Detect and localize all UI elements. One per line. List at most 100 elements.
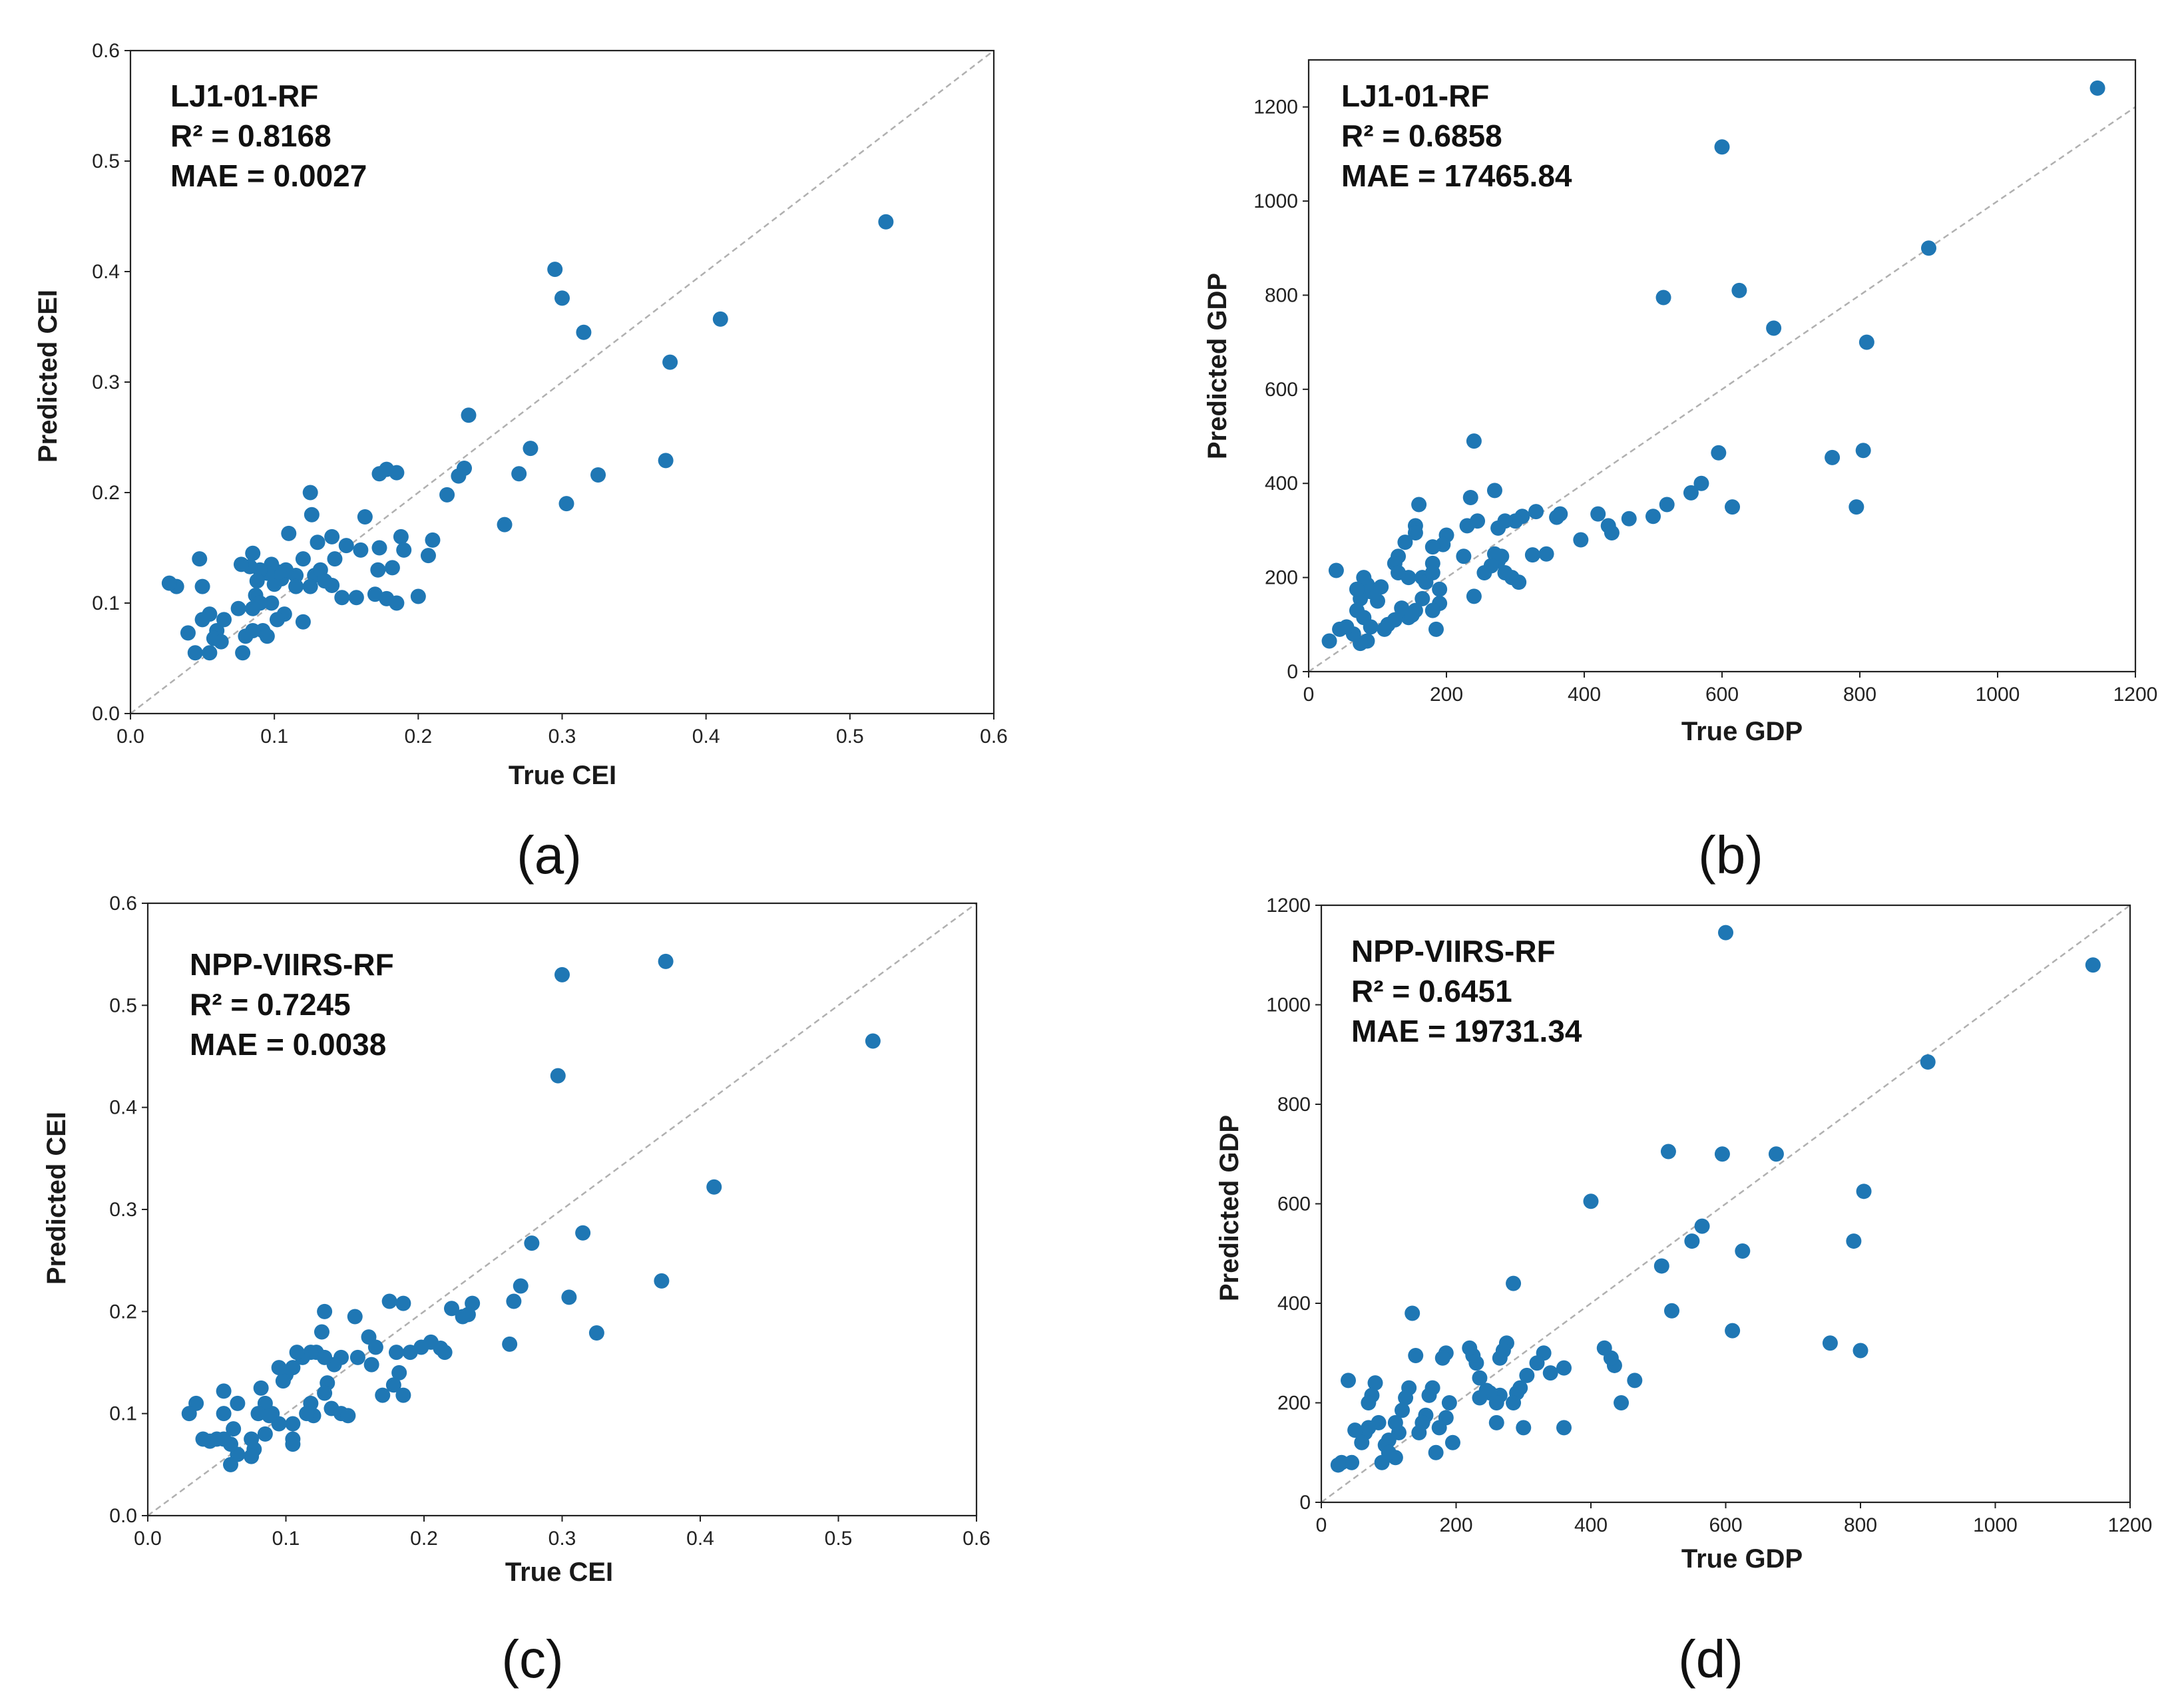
panel-c-point-4 <box>706 1179 722 1195</box>
panel-c-point-46 <box>271 1360 287 1376</box>
panel-b-point-39 <box>1462 489 1478 505</box>
panel-d-point-55 <box>1411 1424 1427 1440</box>
panel-b-point-27 <box>1490 520 1506 536</box>
panel-a-point-67 <box>245 545 261 561</box>
panel-d-point-9 <box>1684 1233 1700 1249</box>
panel-b-x-tick-label-2: 400 <box>1568 684 1601 706</box>
panel-c-point-80 <box>262 1408 278 1424</box>
panel-b-plot: 0 200 400 600 800 1000 1200 0 200 400 600 800 1000 12… <box>1253 59 2157 706</box>
panel-d-reference-line <box>1321 904 2131 1504</box>
panel-b-y-axis-label: Predicted GDP <box>1203 273 1232 459</box>
panel-a-y-tick-label-5: 0.5 <box>92 150 120 172</box>
panel-d-point-52 <box>1421 1387 1437 1403</box>
panel-a-point-5 <box>662 354 678 370</box>
panel-d-point-67 <box>1367 1375 1383 1391</box>
panel-c-y-tick-label-5: 0.5 <box>109 994 137 1016</box>
panel-c-y-tick-label-4: 0.4 <box>109 1097 137 1119</box>
panel-a-point-6 <box>658 453 674 469</box>
panel-a-point-39 <box>295 551 311 567</box>
panel-a-point-14 <box>497 517 513 533</box>
panel-c: 0.0 0.1 0.2 0.3 0.4 0.5 0.6 0.0 0.1 0.2 0.3 0.4 0.5 0… <box>42 893 990 1689</box>
panel-c-point-77 <box>195 1431 211 1447</box>
panel-b-y-tick-label-2: 400 <box>1265 473 1298 495</box>
panel-a-point-37 <box>304 507 320 523</box>
panel-a-point-1 <box>547 262 563 278</box>
panel-c-point-51 <box>340 1408 356 1424</box>
panel-d-y-axis-label: Predicted GDP <box>1215 1115 1244 1301</box>
panel-a-point-10 <box>451 468 467 484</box>
panel-d-point-10 <box>1846 1233 1862 1249</box>
panel-d-point-15 <box>1725 1323 1741 1339</box>
panel-d-point-11 <box>1735 1243 1751 1259</box>
panel-d-y-tick-label-1: 200 <box>1277 1392 1311 1414</box>
panel-d-point-38 <box>1488 1414 1504 1430</box>
panel-c-point-21 <box>402 1345 418 1361</box>
panel-a-point-20 <box>371 466 387 482</box>
panel-a-x-tick-label-1: 0.1 <box>260 726 288 747</box>
panel-a-y-tick-label-6: 0.6 <box>92 40 120 62</box>
panel-b-point-9 <box>1825 449 1841 465</box>
panel-b-point-12 <box>1693 475 1709 491</box>
panel-a-point-71 <box>317 573 333 589</box>
panel-d-point-35 <box>1492 1350 1508 1366</box>
panel-c-point-71 <box>226 1421 242 1437</box>
panel-d-point-72 <box>1354 1434 1370 1450</box>
panel-a-point-17 <box>420 548 436 564</box>
panel-d-y-tick-label-2: 400 <box>1277 1293 1311 1315</box>
panel-c-x-tick-label-2: 0.2 <box>410 1528 438 1550</box>
panel-d-x-tick-label-4: 800 <box>1844 1514 1877 1536</box>
panel-a-point-46 <box>295 614 311 630</box>
panel-b-point-29 <box>1524 547 1540 563</box>
panel-b-points <box>1321 80 2105 652</box>
panel-b-point-1 <box>1714 139 1730 155</box>
panel-c-point-38 <box>314 1324 329 1340</box>
panel-d-point-17 <box>1853 1343 1868 1359</box>
panel-b-point-83 <box>1321 633 1337 649</box>
panel-a-x-axis-label: True CEI <box>509 761 616 790</box>
panel-d-point-60 <box>1395 1402 1410 1418</box>
panel-a-x-tick-label-3: 0.3 <box>548 726 576 747</box>
panel-a-point-21 <box>389 465 405 481</box>
panel-a-point-25 <box>384 560 400 576</box>
panel-d-point-27 <box>1529 1355 1545 1371</box>
panel-a-point-34 <box>324 529 340 544</box>
panel-c-point-9 <box>561 1289 577 1305</box>
panel-c-point-42 <box>289 1345 305 1361</box>
panel-a-point-23 <box>393 529 409 544</box>
panel-b-point-47 <box>1424 539 1440 555</box>
panel-a-x-tick-label-0: 0.0 <box>116 726 144 747</box>
panel-c-point-31 <box>367 1339 383 1355</box>
panel-b-y-tick-label-0: 0 <box>1287 661 1298 683</box>
panel-b-x-tick-label-1: 200 <box>1430 684 1463 706</box>
panel-a-point-80 <box>187 645 203 661</box>
panel-a-point-32 <box>338 538 354 554</box>
panel-d-point-2 <box>1920 1054 1936 1070</box>
panel-c-point-7 <box>588 1325 604 1341</box>
panel-d-r2: R² = 0.6451 <box>1351 974 1512 1008</box>
panel-d-x-tick-label-2: 400 <box>1574 1514 1608 1536</box>
panel-a-point-12 <box>590 467 606 483</box>
panel-b-y-tick-label-5: 1000 <box>1253 190 1298 212</box>
panel-d-point-50 <box>1431 1420 1447 1436</box>
panel-d-point-56 <box>1408 1347 1424 1363</box>
panel-d-point-24 <box>1556 1360 1572 1376</box>
panel-b-reference-line <box>1308 106 2136 673</box>
panel-a-point-73 <box>216 612 232 628</box>
panel-d-point-32 <box>1506 1395 1522 1410</box>
panel-b-point-42 <box>1486 483 1502 499</box>
panel-c-x-tick-label-0: 0.0 <box>134 1528 162 1550</box>
panel-c-x-tick-label-4: 0.4 <box>686 1528 714 1550</box>
panel-d-mae: MAE = 19731.34 <box>1351 1014 1582 1048</box>
panel-b-point-82 <box>1328 562 1344 578</box>
panel-a-point-36 <box>302 485 318 501</box>
panel-b-point-73 <box>1349 581 1365 597</box>
panel-b-x-tick-label-5: 1000 <box>1976 684 2020 706</box>
panel-c-point-45 <box>275 1373 291 1389</box>
panel-d-y-tick-label-4: 800 <box>1277 1094 1311 1116</box>
panel-d-point-59 <box>1398 1390 1414 1406</box>
panel-b-point-58 <box>1424 565 1440 581</box>
panel-c-point-33 <box>349 1349 365 1365</box>
panel-d-point-6 <box>1583 1193 1599 1209</box>
panel-c-reference-line <box>147 902 977 1517</box>
